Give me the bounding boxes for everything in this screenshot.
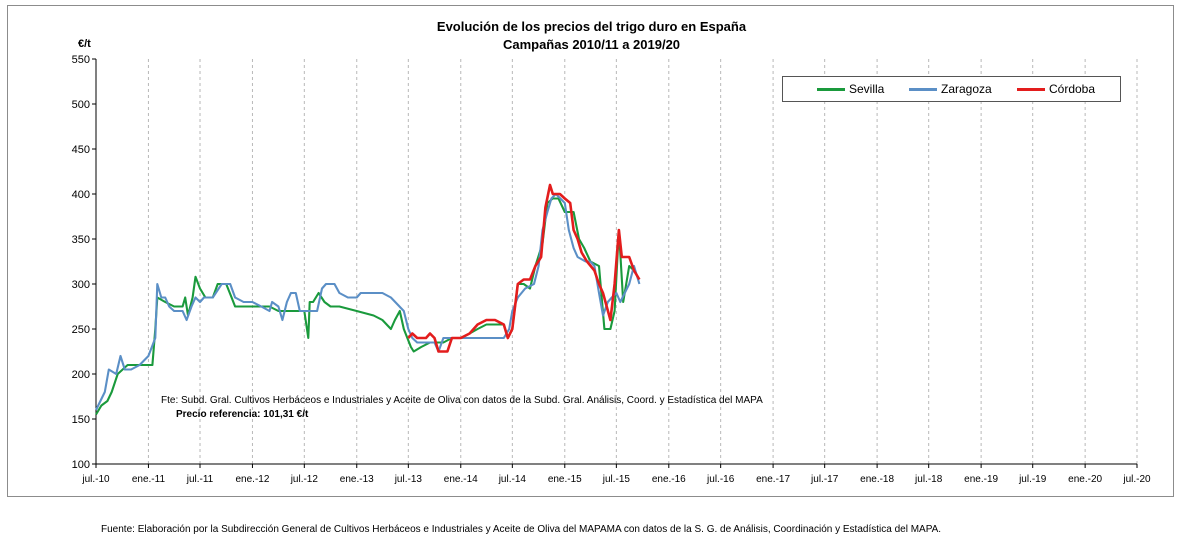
- x-tick-label: jul.-19: [1018, 474, 1047, 485]
- y-tick-label: 500: [72, 99, 90, 111]
- y-tick-label: 550: [72, 54, 90, 66]
- x-tick-label: jul.-11: [186, 474, 214, 485]
- x-tick-label: jul.-20: [1122, 474, 1151, 485]
- legend-item-sevilla: Sevilla: [817, 77, 884, 101]
- series-line-cordoba: [407, 183, 641, 353]
- x-tick-label: ene.-18: [860, 474, 894, 485]
- footer-source: Fuente: Elaboración por la Subdirección …: [101, 524, 942, 535]
- x-tick-label: jul.-17: [810, 474, 839, 485]
- series-line-zaragoza: [95, 192, 641, 411]
- legend-label-sevilla: Sevilla: [849, 82, 885, 96]
- legend-swatch-zaragoza: [909, 87, 937, 91]
- legend-label-zaragoza: Zaragoza: [941, 82, 992, 96]
- x-tick-label: jul.-12: [290, 474, 319, 485]
- legend-item-cordoba: Córdoba: [1017, 77, 1095, 101]
- x-tick-label: jul.-18: [914, 474, 943, 485]
- grid-layer: [147, 59, 1138, 464]
- x-tick-label: ene.-16: [652, 474, 686, 485]
- x-tick-label: ene.-20: [1068, 474, 1102, 485]
- y-axis-label: €/t: [78, 38, 91, 50]
- x-tick-label: ene.-17: [756, 474, 790, 485]
- x-tick-label: ene.-14: [444, 474, 478, 485]
- reference-price-note: Precio referencia: 101,31 €/t: [176, 409, 309, 420]
- y-tick-label: 150: [72, 414, 90, 426]
- chart-title: Evolución de los precios del trigo duro …: [436, 19, 747, 34]
- y-tick-label: 300: [72, 279, 90, 291]
- x-tick-label: jul.-16: [706, 474, 735, 485]
- y-tick-label: 350: [72, 234, 90, 246]
- legend-label-cordoba: Córdoba: [1049, 82, 1096, 96]
- y-tick-label: 400: [72, 189, 90, 201]
- x-tick-label: jul.-13: [394, 474, 423, 485]
- series-line-sevilla: [95, 197, 635, 416]
- x-tick-label: ene.-19: [964, 474, 998, 485]
- legend-swatch-sevilla: [817, 87, 845, 91]
- y-tick-label: 250: [72, 324, 90, 336]
- series-layer: [95, 183, 641, 416]
- axis-layer: jul.-10 ene.-11 jul.-11 ene.-12 jul.-12 ene.-…: [72, 54, 1151, 485]
- legend-item-zaragoza: Zaragoza: [909, 77, 992, 101]
- x-tick-label: jul.-14: [498, 474, 527, 485]
- x-tick-label: jul.-15: [602, 474, 631, 485]
- x-tick-label: ene.-15: [548, 474, 582, 485]
- line-chart: jul.-10 ene.-11 jul.-11 ene.-12 jul.-12 ene.-…: [72, 54, 1151, 485]
- chart-legend: Sevilla Zaragoza Córdoba: [782, 76, 1121, 102]
- legend-swatch-cordoba: [1017, 87, 1045, 91]
- x-tick-label: ene.-11: [132, 474, 166, 485]
- y-tick-label: 200: [72, 369, 90, 381]
- x-tick-label: ene.-13: [340, 474, 374, 485]
- y-tick-label: 450: [72, 144, 90, 156]
- source-note: Fte: Subd. Gral. Cultivos Herbáceos e In…: [161, 395, 763, 406]
- y-tick-label: 100: [72, 459, 90, 471]
- chart-subtitle: Campañas 2010/11 a 2019/20: [502, 37, 681, 52]
- x-tick-label: jul.-10: [81, 474, 110, 485]
- x-tick-label: ene.-12: [235, 474, 269, 485]
